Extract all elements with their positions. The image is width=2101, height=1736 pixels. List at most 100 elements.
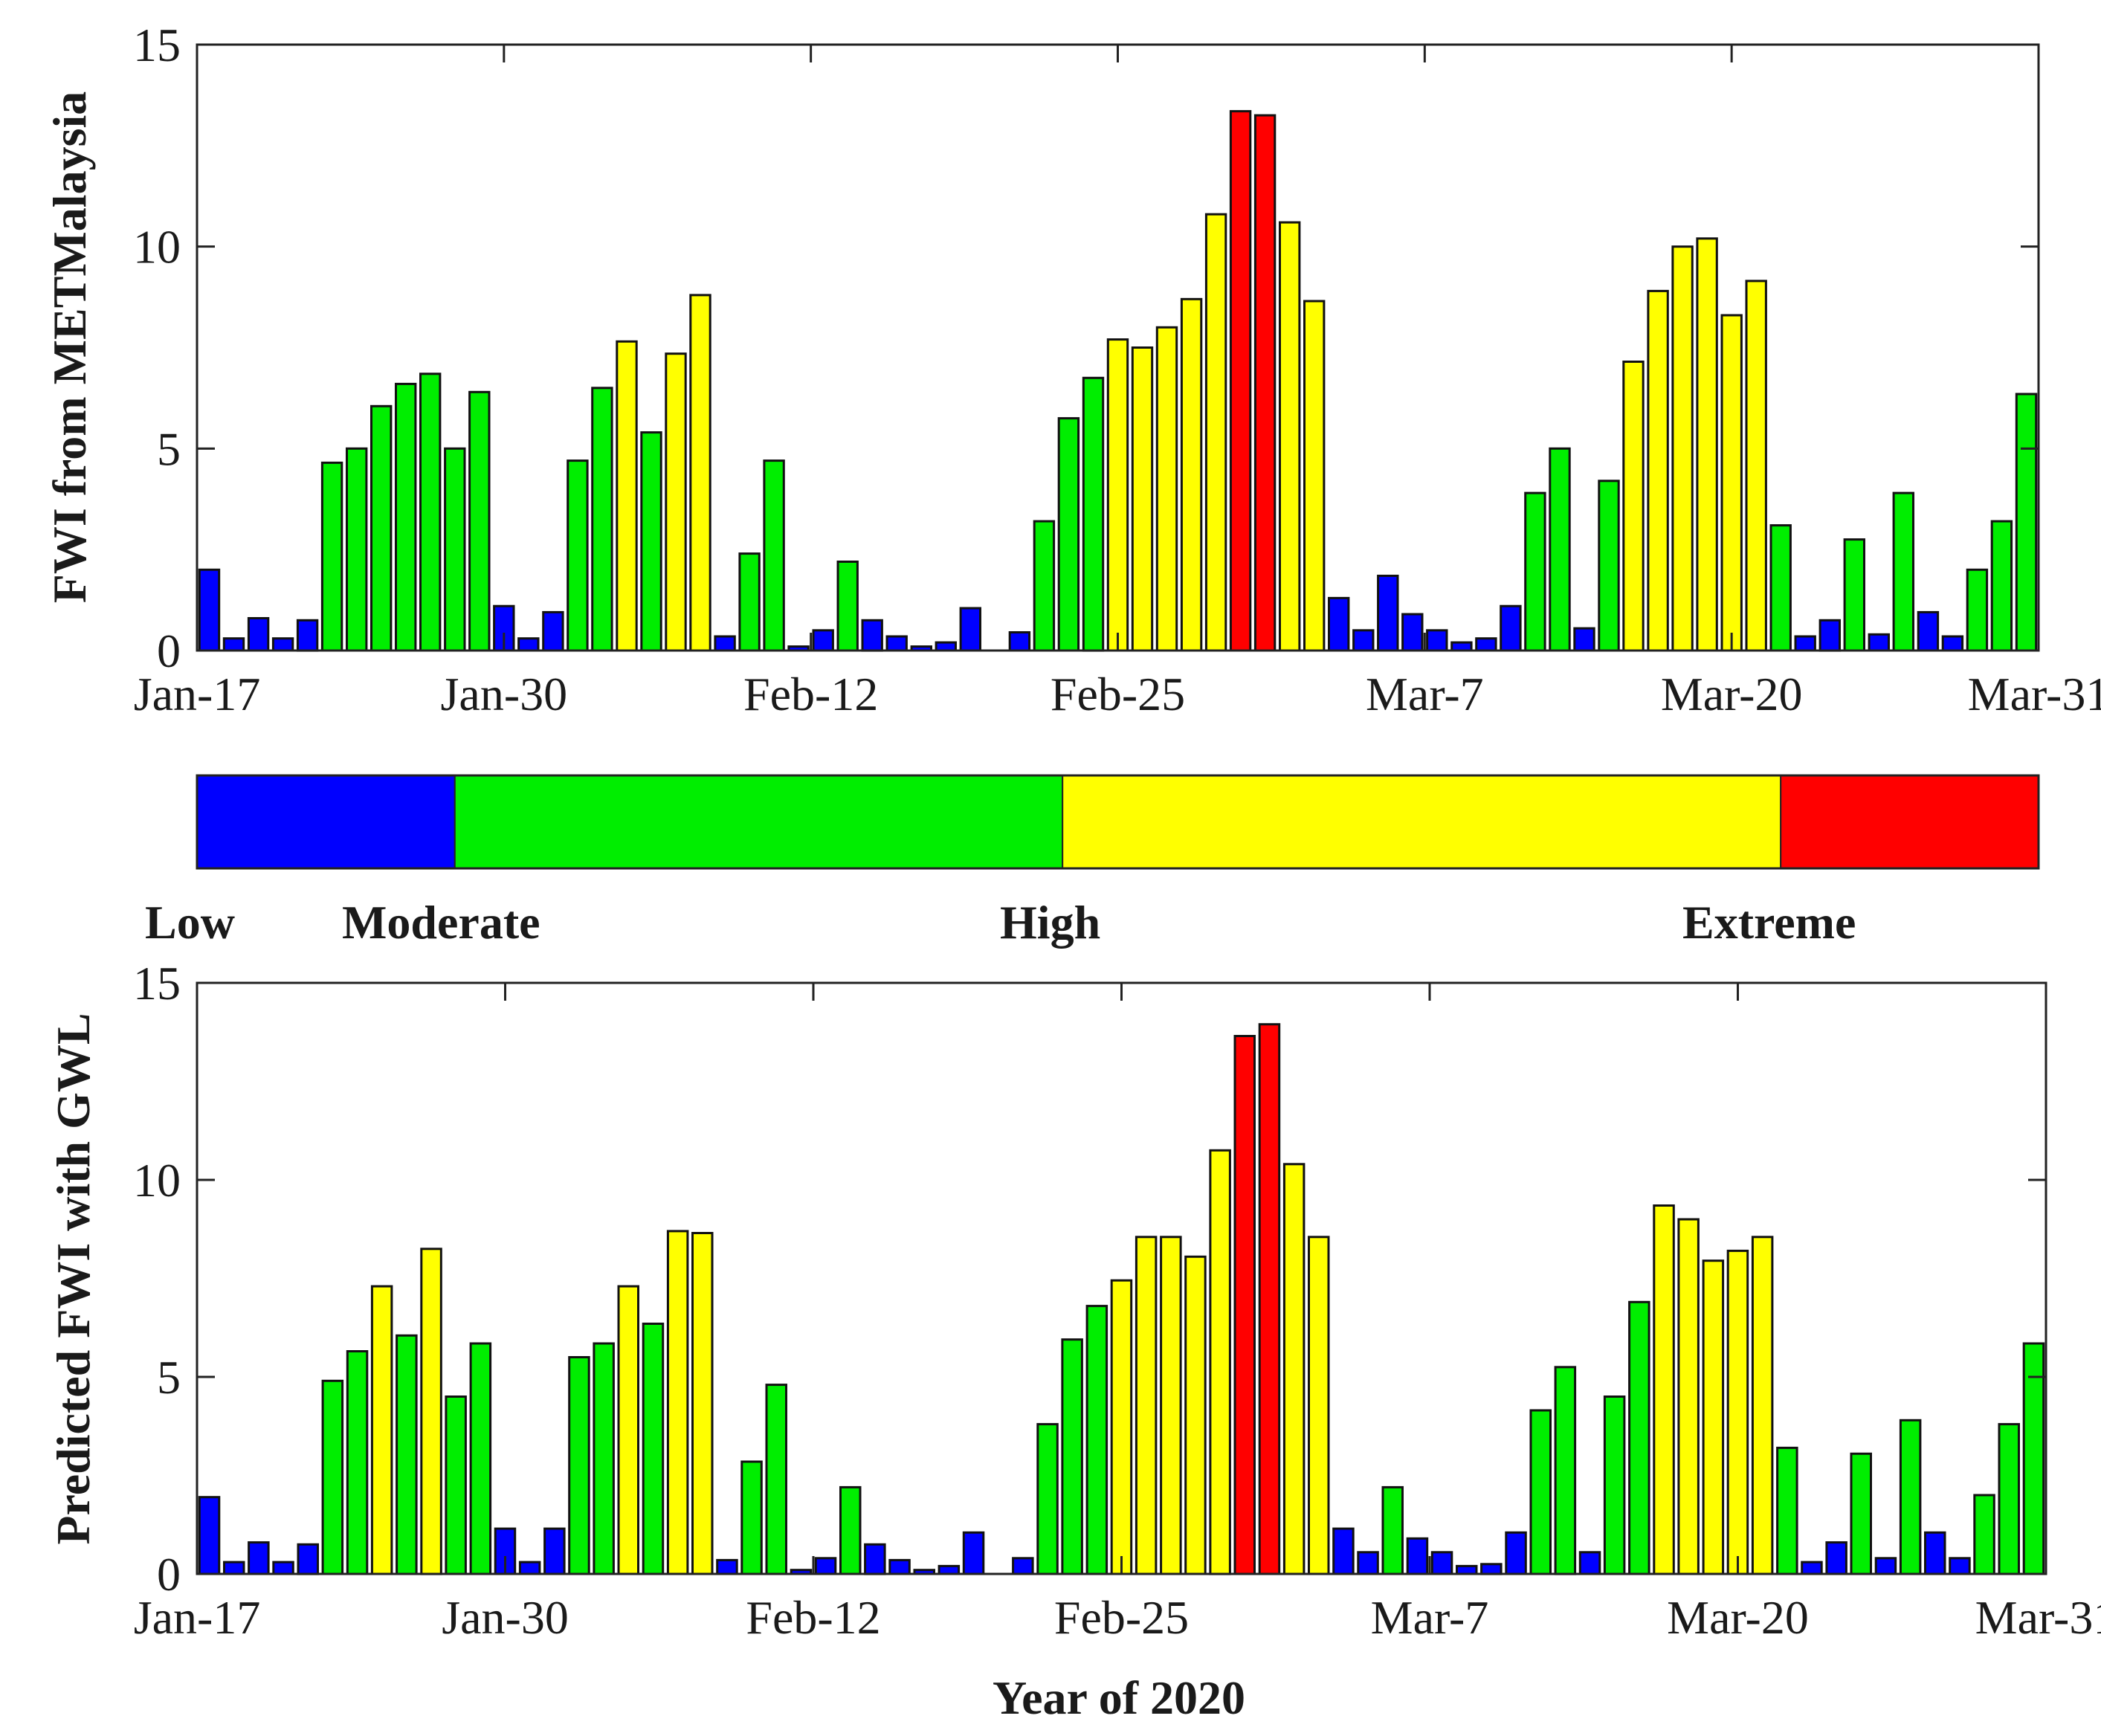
bar-top-67 <box>1843 538 1866 652</box>
bar-bottom-67 <box>1850 1452 1872 1575</box>
bar-bottom-47 <box>1357 1551 1379 1575</box>
class-label-moderate: Moderate <box>342 896 540 949</box>
bar-bottom-6 <box>346 1350 369 1575</box>
bar-top-25 <box>812 629 834 652</box>
bar-bottom-15 <box>568 1356 590 1575</box>
bar-top-54 <box>1524 491 1546 652</box>
bar-top-17 <box>616 340 638 652</box>
x-ticks-top: Jan-17 Jan-30 Feb-12 Feb-25 Mar-7 Mar-20 Mar-3… <box>134 45 2101 720</box>
bar-bottom-31 <box>962 1531 985 1575</box>
bar-bottom-52 <box>1480 1563 1503 1575</box>
ytick-label-top-3: 15 <box>133 19 181 71</box>
bar-bottom-65 <box>1801 1561 1823 1575</box>
xtick-label-bottom-5: Mar-20 <box>1667 1591 1809 1644</box>
x-axis-title: Year of 2020 <box>993 1671 1245 1724</box>
bar-bottom-56 <box>1578 1551 1601 1575</box>
class-label-extreme: Extreme <box>1682 896 1856 949</box>
bar-bottom-1 <box>223 1561 245 1575</box>
bar-bottom-71 <box>1949 1557 1971 1575</box>
y-ticks-bottom: 0 5 10 15 <box>133 957 2046 1601</box>
bar-top-31 <box>959 607 981 652</box>
bar-bottom-8 <box>396 1334 418 1575</box>
bar-top-28 <box>885 635 908 652</box>
bar-top-53 <box>1500 604 1522 652</box>
bar-top-61 <box>1696 237 1718 652</box>
bar-bottom-62 <box>1726 1249 1749 1575</box>
bar-bottom-33 <box>1012 1557 1034 1575</box>
bar-top-56 <box>1573 627 1595 652</box>
y-ticks-top: 0 5 10 15 <box>133 19 2039 677</box>
xtick-label-bottom-6: Mar-31 <box>1975 1591 2101 1644</box>
bar-bottom-18 <box>642 1323 665 1575</box>
xtick-label-top-4: Mar-7 <box>1366 668 1484 720</box>
bar-top-43 <box>1253 114 1277 652</box>
bar-top-0 <box>198 568 221 652</box>
bar-top-16 <box>591 387 613 652</box>
ytick-label-bottom-2: 10 <box>133 1154 181 1207</box>
colorbar-segment-extreme <box>1780 775 2039 869</box>
ytick-label-top-2: 10 <box>133 221 181 274</box>
bar-bottom-9 <box>420 1248 442 1575</box>
bar-bottom-61 <box>1702 1259 1725 1575</box>
bar-bottom-49 <box>1406 1537 1429 1575</box>
bar-bottom-21 <box>716 1558 738 1575</box>
bar-top-38 <box>1131 346 1154 652</box>
bar-bottom-40 <box>1184 1255 1207 1575</box>
bar-top-68 <box>1868 633 1891 652</box>
bar-bottom-34 <box>1036 1423 1059 1575</box>
bar-bottom-44 <box>1282 1163 1306 1575</box>
colorbar-segment-high <box>1062 775 1782 869</box>
bar-top-35 <box>1057 417 1080 652</box>
bar-bottom-45 <box>1308 1236 1330 1575</box>
bar-bottom-41 <box>1209 1149 1231 1575</box>
bar-top-18 <box>640 431 662 652</box>
bar-top-74 <box>2015 393 2038 652</box>
bar-top-15 <box>567 459 589 652</box>
chart-top-fwi-metmalaysia: 0 5 10 15 Jan-17 Jan-30 Feb-12 Feb-25 Mar-7 Mar-… <box>43 19 2101 720</box>
bar-top-14 <box>542 610 564 652</box>
y-axis-title-bottom: Predicted FWI with GWL <box>47 1013 100 1544</box>
bar-bottom-59 <box>1653 1204 1675 1575</box>
bar-bottom-42 <box>1233 1035 1256 1575</box>
bar-top-21 <box>714 635 736 652</box>
bar-bottom-27 <box>864 1543 886 1575</box>
xtick-label-top-3: Feb-25 <box>1050 668 1185 720</box>
bar-top-26 <box>836 561 859 652</box>
bar-top-22 <box>738 552 761 652</box>
bar-bottom-17 <box>617 1285 639 1575</box>
colorbar-frame <box>196 774 2040 870</box>
ytick-label-bottom-3: 15 <box>133 957 181 1010</box>
bar-bottom-58 <box>1628 1300 1650 1575</box>
xtick-label-top-5: Mar-20 <box>1661 668 1803 720</box>
bar-bottom-38 <box>1135 1236 1158 1575</box>
bar-top-73 <box>1990 520 2013 652</box>
bar-bottom-22 <box>740 1460 763 1575</box>
bar-top-45 <box>1303 300 1326 652</box>
bar-top-64 <box>1769 524 1792 652</box>
bar-top-47 <box>1352 629 1375 652</box>
xtick-label-bottom-3: Feb-25 <box>1054 1591 1189 1644</box>
bar-top-7 <box>370 404 393 652</box>
ytick-label-bottom-0: 0 <box>157 1548 181 1601</box>
bar-bottom-68 <box>1874 1557 1897 1575</box>
class-label-high: High <box>1000 896 1100 949</box>
bar-bottom-5 <box>321 1379 344 1575</box>
bar-bottom-36 <box>1085 1305 1108 1575</box>
bar-series-top <box>198 110 2038 652</box>
bar-top-2 <box>247 617 270 652</box>
bar-bottom-69 <box>1899 1419 1922 1575</box>
xtick-label-bottom-4: Mar-7 <box>1371 1591 1489 1644</box>
bar-top-10 <box>444 447 466 652</box>
bar-top-55 <box>1549 447 1571 652</box>
bar-bottom-48 <box>1381 1485 1404 1575</box>
y-axis-title-top: FWI from METMalaysia <box>43 91 96 604</box>
bar-bottom-10 <box>445 1395 467 1575</box>
ytick-label-top-0: 0 <box>157 625 181 677</box>
ytick-label-bottom-1: 5 <box>157 1351 181 1404</box>
bar-top-5 <box>320 461 343 652</box>
bar-top-71 <box>1941 635 1964 652</box>
bar-top-23 <box>763 459 785 652</box>
x-ticks-bottom: Jan-17 Jan-30 Feb-12 Feb-25 Mar-7 Mar-20 Mar-3… <box>134 983 2101 1644</box>
bar-top-49 <box>1401 613 1424 652</box>
